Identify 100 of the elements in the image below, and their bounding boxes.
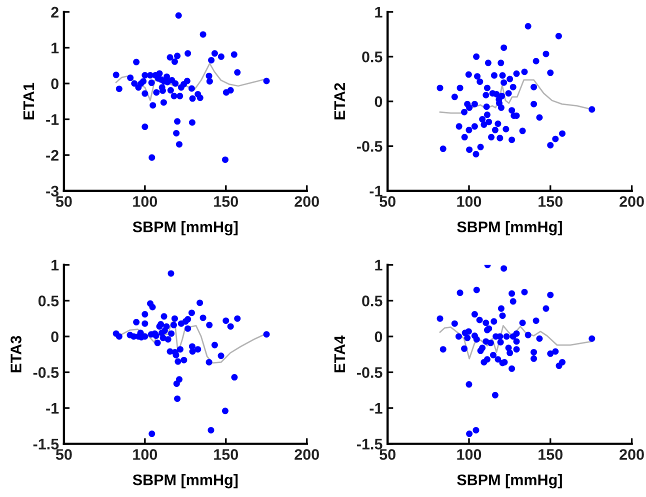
point <box>206 78 213 85</box>
point <box>206 358 212 366</box>
x-axis-title: SBPM [mmHg] <box>132 474 238 488</box>
point <box>149 304 156 310</box>
point <box>142 90 148 97</box>
y-tick-label: -2 <box>46 150 58 161</box>
point <box>164 336 172 343</box>
point <box>160 99 167 106</box>
x-axis-title: SBPM [mmHg] <box>457 221 562 236</box>
y-axis-title: ETA2 <box>334 83 345 120</box>
y-tick-label: -0.5 <box>33 367 59 378</box>
x-tick-label: 150 <box>538 449 563 460</box>
point <box>174 358 182 365</box>
point <box>208 56 215 64</box>
point <box>150 102 156 109</box>
point <box>188 119 196 126</box>
point <box>152 332 160 340</box>
y-tick-label: -0.5 <box>357 140 382 152</box>
point <box>167 87 174 94</box>
x-axis-title: SBPM [mmHg] <box>132 221 238 236</box>
point <box>116 86 122 92</box>
point <box>153 89 160 96</box>
point <box>218 53 224 60</box>
y-tick-label: 2 <box>51 6 58 18</box>
point <box>188 310 195 316</box>
y-axis-title: ETA3 <box>10 336 22 372</box>
point <box>200 31 206 38</box>
x-tick-label: 200 <box>620 449 644 460</box>
point <box>168 330 175 337</box>
point <box>200 314 206 322</box>
point <box>180 356 188 364</box>
point <box>176 141 183 148</box>
point <box>166 54 174 61</box>
point <box>184 50 192 57</box>
point <box>176 376 183 383</box>
point <box>184 78 190 84</box>
x-tick-label: 150 <box>214 449 238 460</box>
point <box>263 78 270 84</box>
point <box>127 74 134 82</box>
point <box>148 430 156 438</box>
point <box>172 80 179 87</box>
x-tick-label: 50 <box>380 196 396 207</box>
point <box>222 408 228 414</box>
y-tick-label: 0.5 <box>38 296 59 306</box>
y-tick-label: 0 <box>374 96 382 108</box>
x-tick-label: 50 <box>56 196 72 207</box>
point <box>175 12 182 19</box>
y-tick-label: -1 <box>370 403 382 414</box>
x-tick-label: 100 <box>133 449 158 460</box>
point <box>227 87 234 94</box>
point <box>231 374 238 381</box>
y-tick-label: 1 <box>52 260 59 270</box>
y-axis-title: ETA1 <box>23 82 34 120</box>
point <box>208 426 214 434</box>
x-tick-label: 200 <box>620 196 644 207</box>
point <box>211 50 218 57</box>
y-tick-label: -1 <box>370 186 382 196</box>
point <box>170 92 178 100</box>
point <box>194 346 202 353</box>
point <box>222 156 228 163</box>
y-tick-label: -1.5 <box>33 438 59 450</box>
point <box>188 85 195 92</box>
x-tick-label: 200 <box>294 449 319 460</box>
point <box>218 352 224 360</box>
x-tick-label: 50 <box>56 449 72 460</box>
point <box>148 80 155 86</box>
point <box>174 52 181 60</box>
y-tick-label: 0 <box>374 331 382 342</box>
point <box>140 78 147 85</box>
x-tick-label: 200 <box>294 196 319 207</box>
point <box>154 340 161 346</box>
point <box>227 323 234 330</box>
y-tick-label: -1.5 <box>357 438 382 450</box>
x-tick-label: 100 <box>457 449 482 460</box>
point <box>142 320 148 327</box>
y-tick-label: -3 <box>46 186 59 197</box>
y-tick-label: 0.5 <box>362 296 382 306</box>
point <box>184 325 192 332</box>
y-tick-label: 0.5 <box>362 52 382 62</box>
point <box>174 118 181 125</box>
point <box>131 80 138 87</box>
x-tick-label: 50 <box>380 449 396 460</box>
x-tick-label: 150 <box>538 196 563 207</box>
point <box>172 352 180 358</box>
y-tick-label: 1 <box>375 6 382 18</box>
point <box>171 315 178 322</box>
point <box>173 130 180 136</box>
y-tick-label: -1 <box>46 403 59 414</box>
point <box>234 69 241 76</box>
point <box>116 333 122 340</box>
point <box>164 73 170 80</box>
x-tick-label: 100 <box>457 196 482 207</box>
y-tick-label: -0.5 <box>357 367 382 378</box>
point <box>171 58 178 65</box>
point <box>176 92 184 100</box>
y-tick-label: 1 <box>52 42 59 54</box>
point <box>148 154 156 161</box>
point <box>147 72 154 79</box>
point <box>168 270 174 277</box>
y-tick-label: 1 <box>375 260 382 270</box>
